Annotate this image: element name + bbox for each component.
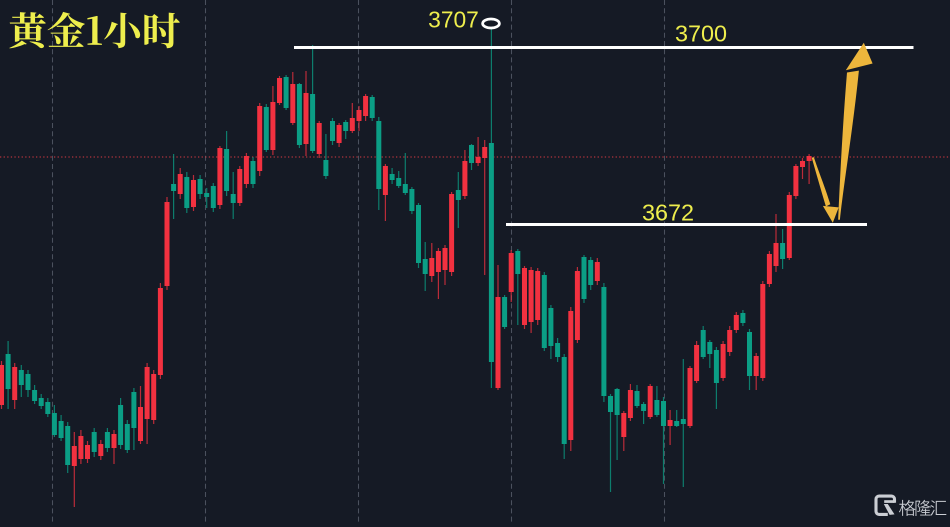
svg-text:3672: 3672 xyxy=(642,199,694,225)
svg-text:3700: 3700 xyxy=(675,20,727,46)
svg-text:3707: 3707 xyxy=(428,7,479,33)
